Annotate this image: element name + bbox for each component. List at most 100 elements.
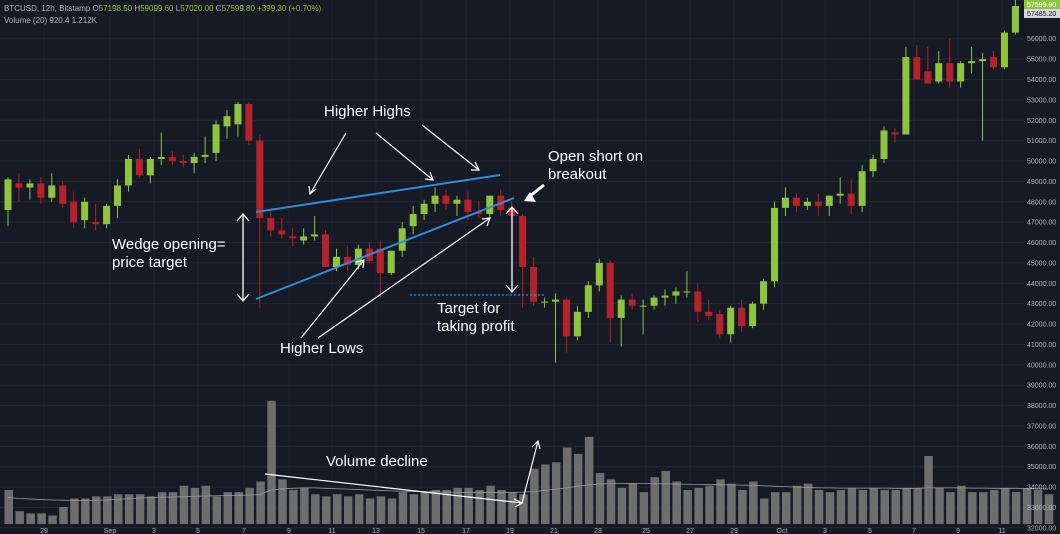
candle [957, 61, 965, 88]
candle [825, 195, 833, 217]
price-axis[interactable]: 32000.00 33000.00 34000.00 35000.00 36000.00… [1027, 36, 1056, 532]
annotation-overlays [236, 124, 545, 508]
candle-body [760, 281, 768, 304]
candle-body [343, 256, 351, 265]
volume-bar [760, 498, 769, 524]
candle-body [223, 116, 231, 127]
x-tick-label: 27 [686, 528, 694, 534]
candle [234, 101, 242, 137]
high-label: H [134, 4, 141, 13]
candle-body [990, 57, 997, 68]
x-tick-label: 23 [594, 528, 602, 534]
y-tick-label: 55000.00 [1027, 57, 1056, 64]
x-tick-label: 5 [868, 528, 872, 534]
candle-body [913, 57, 921, 80]
candle-body [749, 303, 757, 327]
candle [716, 309, 724, 339]
candle-body [683, 291, 691, 293]
candle [311, 216, 319, 241]
volume-bar [168, 492, 178, 524]
candle [792, 193, 800, 212]
ohlc-legend: BTCUSD, 12h, Bitstamp O57198.50 H59099.6… [4, 3, 321, 15]
candle-body [179, 161, 187, 164]
volume-label[interactable]: Volume (20) [4, 16, 48, 25]
volume-bar [15, 511, 24, 524]
wedge-upper-line [255, 174, 501, 213]
volume-bar [803, 483, 813, 524]
volume-bar [530, 468, 539, 524]
close-label: C [215, 4, 222, 13]
candle [15, 173, 23, 202]
candle [26, 179, 34, 200]
x-tick-label: 9 [287, 528, 291, 534]
volume-bar [190, 487, 200, 524]
wedge-lower-line [255, 197, 515, 300]
symbol-label[interactable]: BTCUSD, 12h, Bitstamp [4, 4, 91, 13]
volume-bar [267, 400, 276, 524]
volume-bar [103, 496, 112, 524]
candle [771, 201, 778, 288]
volume-bar [333, 494, 342, 524]
candle [135, 148, 143, 178]
volume-bar [836, 490, 846, 524]
candle [212, 120, 220, 162]
candle-body [1011, 6, 1019, 33]
candle-body [4, 179, 12, 210]
candle-body [190, 156, 198, 164]
low-label: L [175, 4, 181, 13]
volume-bar [497, 490, 506, 524]
x-tick-label: 7 [912, 528, 916, 534]
candle [683, 271, 691, 298]
volume-bar [913, 487, 922, 524]
candle [431, 187, 439, 212]
volume-bar [420, 492, 430, 524]
y-tick-label: 49000.00 [1027, 179, 1056, 186]
time-axis[interactable]: 29 Sep 3 5 7 9 11 13 15 17 19 21 23 25 27 29 Oct 3 5 7 9 11 [40, 528, 1006, 534]
volume-bars [4, 400, 1054, 524]
candle-body [694, 291, 702, 312]
x-tick-label: 11 [998, 528, 1005, 534]
candles [4, 0, 1019, 363]
candle-body [858, 171, 866, 206]
x-tick-label: 19 [506, 528, 514, 534]
volume-bar [519, 494, 528, 524]
candle [354, 244, 362, 270]
volume-bar [858, 490, 868, 524]
volume-bar [781, 492, 791, 524]
x-tick-label: 29 [40, 528, 48, 534]
volume-bar [124, 494, 134, 524]
x-tick-label: 15 [417, 528, 425, 534]
candle [146, 156, 154, 184]
candle [267, 211, 275, 237]
candle-body [124, 158, 132, 186]
candle-body [48, 185, 56, 198]
candle [760, 279, 768, 310]
volume-bar [398, 492, 408, 524]
volume-bar [979, 492, 988, 524]
candle [727, 305, 735, 343]
volume-values: 920.4 1.212K [49, 16, 97, 25]
change-value: +399.30 (+0.70%) [257, 4, 322, 13]
candle [814, 193, 822, 217]
volume-bar [738, 490, 747, 524]
candle-body [168, 156, 176, 162]
candle-body [771, 207, 778, 282]
candle-body [606, 262, 614, 318]
volume-bar [354, 494, 364, 524]
candle-body [376, 248, 384, 274]
candle-body [705, 311, 713, 316]
y-tick-label: 32000.00 [1027, 525, 1056, 532]
y-tick-label: 37000.00 [1027, 423, 1056, 430]
candle-body [869, 158, 877, 172]
candle [880, 126, 888, 164]
candle [913, 44, 921, 80]
volume-bar [639, 492, 649, 524]
candle [409, 205, 417, 235]
volume-bar [1044, 494, 1054, 524]
volume-bar [179, 485, 189, 524]
candle-body [81, 201, 89, 221]
candle [858, 165, 866, 212]
candle [541, 297, 549, 308]
volume-bar [387, 498, 397, 524]
